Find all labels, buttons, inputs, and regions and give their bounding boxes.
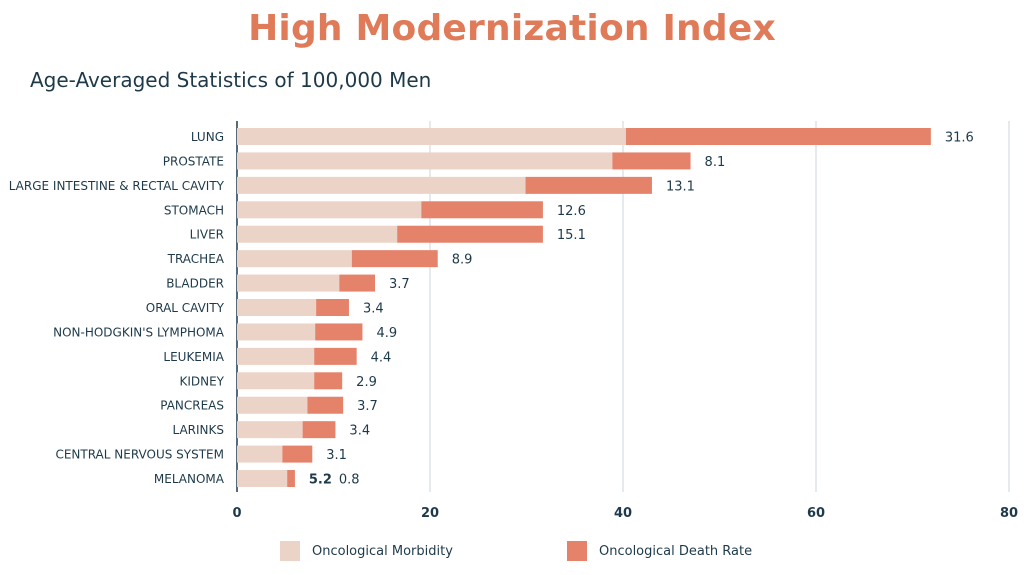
bar-death-rate	[314, 372, 343, 390]
bar-morbidity	[237, 299, 317, 317]
legend-swatch-death-rate	[567, 541, 587, 561]
bar-death-rate	[625, 128, 931, 145]
bar-morbidity	[237, 396, 308, 414]
category-label: LARINKS	[172, 423, 224, 437]
x-tick-label: 60	[807, 506, 825, 521]
value-label: 8.9	[452, 253, 473, 268]
bar-morbidity	[237, 176, 526, 194]
bar-death-rate	[282, 445, 313, 463]
bar-morbidity	[237, 152, 613, 170]
bar-death-rate	[316, 299, 349, 317]
value-label: 8.1	[705, 155, 726, 170]
bar-death-rate	[525, 176, 652, 194]
bar-morbidity	[237, 323, 316, 341]
x-tick-label: 80	[1000, 506, 1018, 521]
bar-death-rate	[421, 201, 543, 219]
category-label: BLADDER	[166, 277, 224, 291]
value-label: 0.8	[339, 473, 360, 488]
category-label: PROSTATE	[163, 154, 224, 168]
value-label: 3.7	[357, 399, 378, 414]
value-label: 2.9	[356, 375, 377, 390]
x-tick-label: 20	[421, 506, 439, 521]
bar-morbidity	[237, 347, 315, 365]
bar-death-rate	[612, 152, 691, 170]
bar-morbidity	[237, 421, 303, 439]
value-label: 3.4	[349, 424, 370, 439]
category-label: KIDNEY	[179, 374, 224, 388]
legend-label-morbidity: Oncological Morbidity	[312, 543, 453, 559]
value-label: 31.6	[945, 131, 974, 146]
legend-item-death-rate: Oncological Death Rate	[567, 541, 752, 561]
category-label: LEUKEMIA	[163, 350, 224, 364]
bar-morbidity	[237, 445, 283, 463]
value-label: 3.7	[389, 277, 410, 292]
bar-death-rate	[307, 396, 344, 414]
bar-death-rate	[397, 225, 543, 243]
bar-morbidity	[237, 128, 626, 145]
bar-morbidity	[237, 225, 398, 243]
legend-item-morbidity: Oncological Morbidity	[280, 541, 453, 561]
category-label: MELANOMA	[154, 472, 225, 486]
bar-death-rate	[314, 347, 357, 365]
category-label: LARGE INTESTINE & RECTAL CAVITY	[9, 179, 225, 193]
category-label: LUNG	[191, 130, 224, 144]
bar-morbidity	[237, 372, 315, 390]
highlight-label: 5.2	[309, 473, 332, 488]
bar-morbidity	[237, 470, 288, 488]
category-label: PANCREAS	[160, 399, 224, 413]
chart-subtitle: Age-Averaged Statistics of 100,000 Men	[30, 68, 432, 92]
category-label: ORAL CAVITY	[146, 301, 225, 315]
x-tick-label: 0	[232, 506, 241, 521]
bar-death-rate	[339, 274, 375, 292]
legend-label-death-rate: Oncological Death Rate	[599, 543, 753, 559]
x-tick-label: 40	[614, 506, 632, 521]
bar-morbidity	[237, 250, 352, 268]
value-label: 12.6	[557, 204, 586, 219]
bar-death-rate	[351, 250, 438, 268]
value-label: 13.1	[666, 179, 695, 194]
value-label: 3.1	[326, 448, 347, 463]
bar-death-rate	[287, 470, 295, 488]
legend-swatch-morbidity	[280, 541, 300, 561]
value-label: 3.4	[363, 302, 384, 317]
value-label: 15.1	[557, 228, 586, 243]
category-label: LIVER	[190, 228, 224, 242]
bar-death-rate	[302, 421, 336, 439]
category-label: NON-HODGKIN'S LYMPHOMA	[53, 325, 225, 339]
chart-title: High Modernization Index	[248, 8, 776, 49]
category-label: CENTRAL NERVOUS SYSTEM	[55, 448, 224, 462]
value-label: 4.9	[376, 326, 397, 341]
bar-morbidity	[237, 274, 340, 292]
category-label: TRACHEA	[167, 252, 225, 266]
category-label: STOMACH	[164, 203, 224, 217]
value-label: 4.4	[371, 350, 392, 365]
bar-death-rate	[315, 323, 363, 341]
bar-morbidity	[237, 201, 422, 219]
